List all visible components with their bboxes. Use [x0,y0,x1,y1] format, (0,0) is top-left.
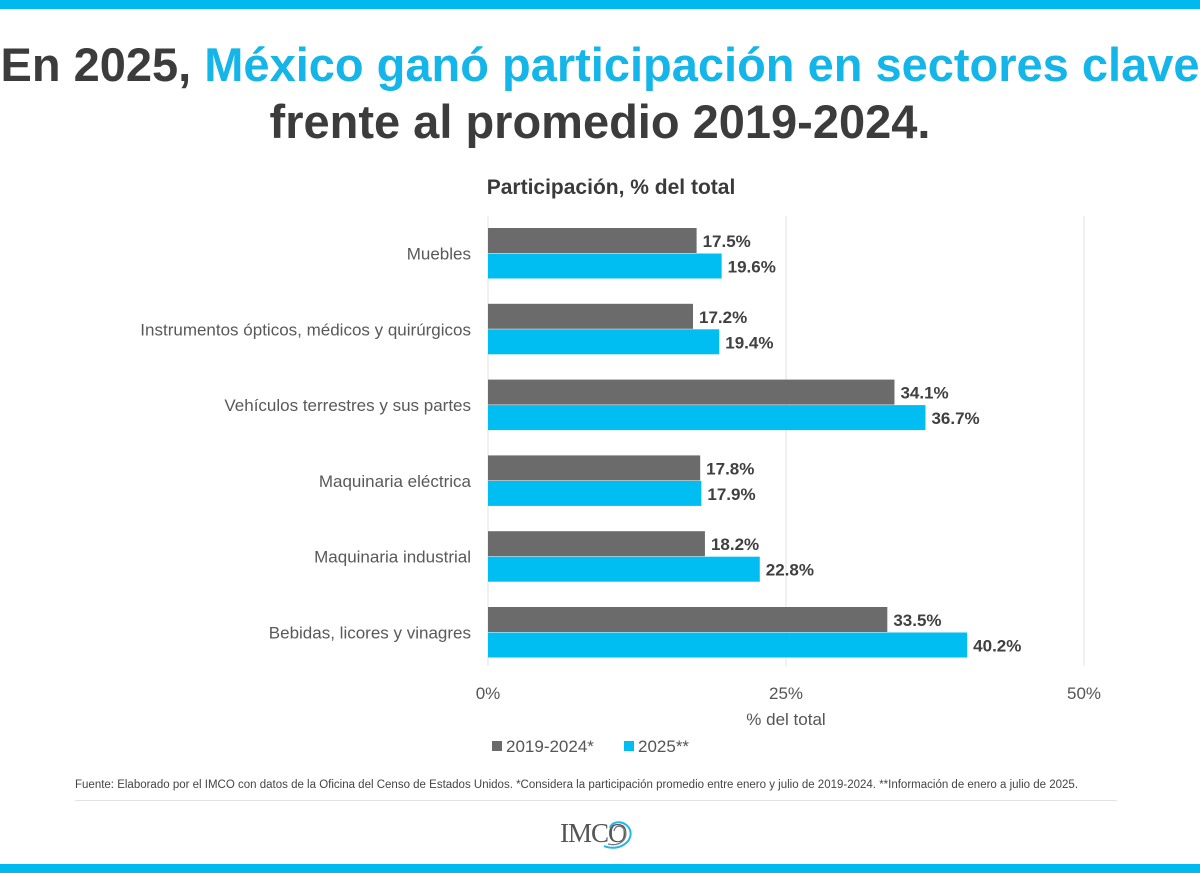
category-label: Bebidas, licores y vinagres [269,624,471,643]
bar-2019-2024 [488,531,705,557]
data-label: 17.5% [703,232,751,251]
bar-chart: 0% 25% 50% % del total Muebles 17.5% 19.6% Inst… [140,216,1101,756]
headline: En 2025, México ganó participación en se… [0,36,1200,150]
headline-highlight: México ganó participación en sectores cl… [204,38,1200,91]
headline-part1: En 2025, [0,38,205,91]
legend-label: 2025** [638,737,689,756]
bar-2019-2024 [488,379,895,405]
category-label: Maquinaria eléctrica [319,472,472,491]
data-label: 17.8% [706,459,754,478]
data-label: 18.2% [711,535,759,554]
headline-part2: frente al promedio 2019-2024. [269,95,931,148]
bar-2019-2024 [488,303,694,329]
data-label: 19.6% [728,258,776,277]
category-label: Instrumentos ópticos, médicos y quirúrgi… [140,320,471,339]
source-note: Fuente: Elaborado por el IMCO con datos … [75,779,1079,791]
divider [75,800,1117,801]
bar-2019-2024 [488,455,701,481]
data-label: 33.5% [893,611,941,630]
data-label: 36.7% [931,409,979,428]
bar-2025 [488,253,722,279]
bar-2025 [488,405,926,431]
x-tick-label: 0% [476,684,501,703]
x-axis-title: % del total [746,710,825,729]
imco-swirl-icon [603,821,632,849]
category-label: Maquinaria industrial [314,548,471,567]
bar-2025 [488,632,968,658]
legend-swatch [492,741,502,751]
data-label: 40.2% [973,637,1021,656]
category-label: Muebles [407,245,471,264]
data-label: 17.9% [707,485,755,504]
legend-label: 2019-2024* [506,737,594,756]
data-label: 34.1% [900,384,948,403]
data-label: 22.8% [766,561,814,580]
x-tick-label: 50% [1067,684,1101,703]
data-label: 19.4% [725,333,773,352]
bar-2019-2024 [488,228,697,253]
top-accent-band [0,0,1200,9]
x-tick-label: 25% [769,684,803,703]
bar-2019-2024 [488,607,888,632]
bar-2025 [488,556,760,582]
category-label: Vehículos terrestres y sus partes [224,396,471,415]
bottom-accent-band [0,864,1200,873]
data-label: 17.2% [699,308,747,327]
legend-swatch [624,741,634,751]
bar-2025 [488,480,702,506]
bar-2025 [488,329,720,355]
chart-title: Participación, % del total [486,176,736,199]
